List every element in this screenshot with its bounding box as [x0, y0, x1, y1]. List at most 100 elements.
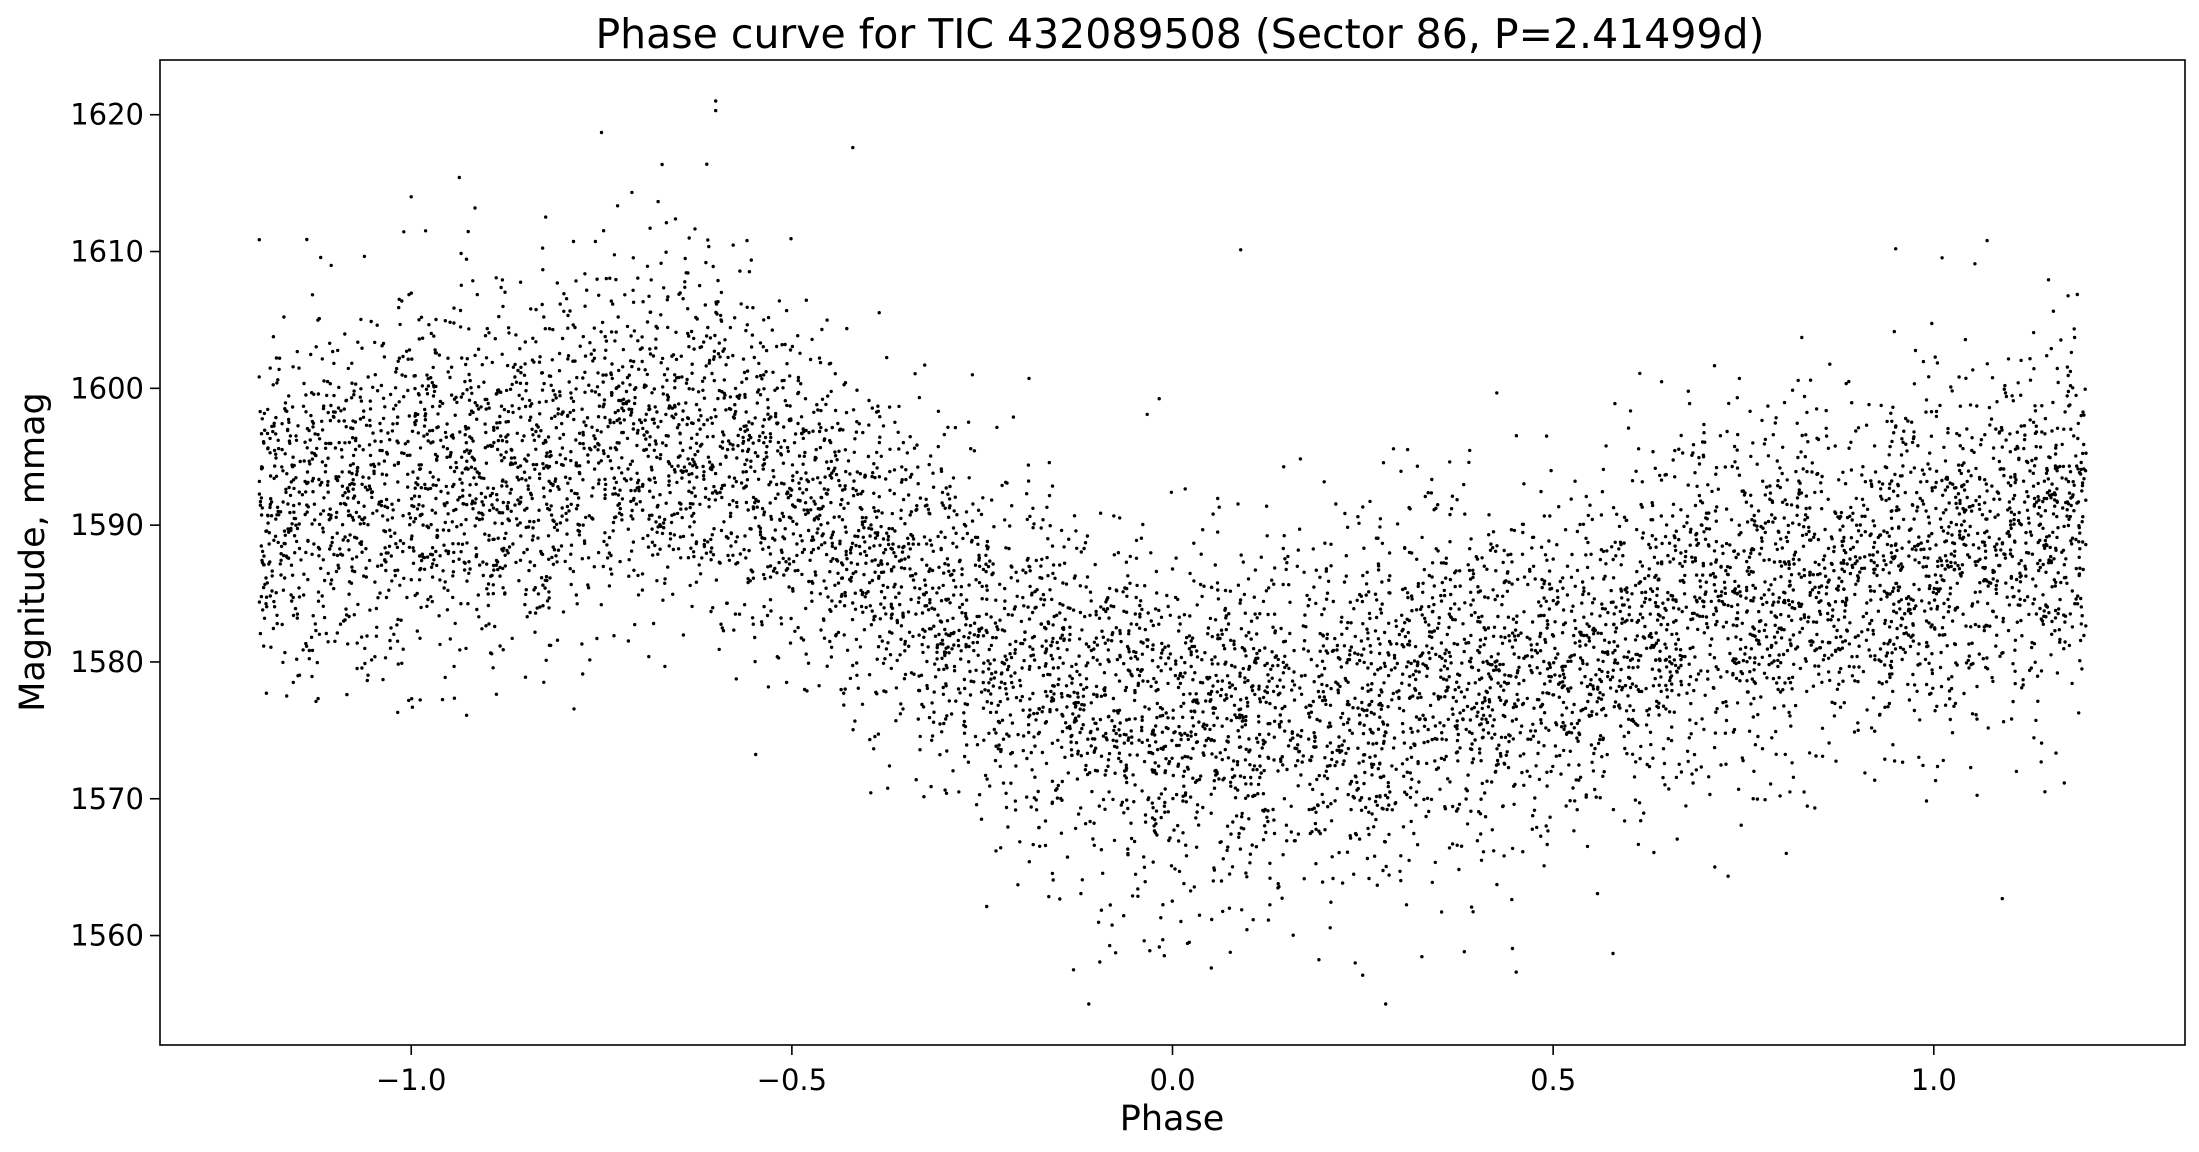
data-point	[1745, 679, 1749, 683]
data-point	[1211, 879, 1216, 883]
data-point	[1085, 751, 1090, 755]
data-point	[1687, 662, 1691, 666]
data-point	[867, 398, 871, 403]
data-point	[1569, 497, 1573, 501]
data-point	[1635, 527, 1639, 532]
data-point	[425, 432, 429, 436]
data-point	[1188, 614, 1192, 618]
data-point	[2065, 508, 2069, 512]
data-point	[1949, 385, 1953, 389]
data-point	[1969, 474, 1973, 478]
data-point	[1258, 700, 1263, 704]
data-point	[1341, 722, 1346, 726]
data-point	[1068, 694, 1072, 698]
data-point	[1495, 747, 1499, 751]
data-point	[1620, 621, 1624, 625]
data-point	[719, 528, 724, 533]
data-point	[1590, 601, 1595, 605]
data-point	[1044, 639, 1048, 643]
data-point	[1613, 540, 1617, 544]
data-point	[981, 634, 986, 638]
data-point	[2016, 603, 2020, 607]
data-point	[1823, 566, 1827, 570]
data-point	[1735, 611, 1740, 615]
data-point	[1861, 614, 1866, 619]
data-point	[1660, 541, 1664, 546]
data-point	[1285, 839, 1289, 843]
data-point	[1862, 566, 1867, 570]
data-point	[1397, 695, 1401, 700]
data-point	[1747, 729, 1752, 733]
data-point	[881, 661, 886, 665]
data-point	[1977, 502, 1981, 507]
data-point	[358, 417, 363, 421]
data-point	[1753, 743, 1758, 747]
data-point	[1450, 707, 1455, 711]
data-point	[260, 466, 265, 470]
data-point	[1584, 643, 1588, 647]
data-point	[488, 508, 492, 513]
data-point	[771, 536, 775, 540]
data-point	[984, 584, 989, 588]
data-point	[326, 490, 330, 494]
data-point	[825, 318, 829, 322]
data-point	[1331, 599, 1336, 604]
data-point	[1478, 644, 1482, 649]
data-point	[1786, 523, 1791, 528]
data-point	[601, 229, 606, 233]
data-point	[1911, 639, 1916, 643]
data-point	[1637, 801, 1642, 805]
data-point	[1927, 621, 1931, 625]
data-point	[272, 476, 276, 481]
data-point	[509, 461, 513, 465]
data-point	[1924, 799, 1929, 803]
data-point	[1876, 535, 1881, 540]
data-point	[745, 305, 749, 309]
data-point	[588, 658, 592, 662]
data-point	[1578, 644, 1582, 648]
data-point	[514, 517, 519, 521]
data-point	[1715, 619, 1719, 624]
data-point	[1559, 725, 1564, 729]
data-point	[413, 516, 418, 521]
data-point	[858, 552, 863, 556]
data-point	[1388, 790, 1392, 794]
data-point	[1211, 512, 1215, 516]
data-point	[1644, 686, 1648, 691]
data-point	[945, 749, 949, 753]
data-point	[1760, 539, 1764, 543]
data-point	[297, 366, 301, 370]
data-point	[1915, 509, 1919, 513]
data-point	[687, 345, 691, 349]
data-point	[1133, 872, 1138, 876]
data-point	[1957, 567, 1962, 571]
data-point	[1659, 514, 1664, 518]
data-point	[1112, 514, 1116, 518]
data-point	[1231, 820, 1235, 824]
data-point	[1811, 684, 1816, 688]
data-point	[835, 559, 840, 563]
data-point	[1178, 622, 1182, 626]
data-point	[1638, 580, 1643, 584]
data-point	[899, 624, 904, 628]
data-point	[663, 664, 667, 669]
data-point	[820, 397, 825, 401]
data-point	[338, 622, 343, 626]
data-point	[1227, 681, 1232, 685]
data-point	[937, 586, 941, 590]
data-point	[1828, 678, 1832, 683]
data-point	[864, 516, 868, 520]
data-point	[1217, 777, 1221, 781]
data-point	[283, 576, 287, 580]
data-point	[930, 734, 935, 738]
data-point	[1509, 674, 1513, 678]
data-point	[1725, 565, 1730, 569]
data-point	[1455, 642, 1460, 647]
data-point	[875, 466, 879, 470]
data-point	[1636, 665, 1640, 669]
data-point	[1502, 688, 1506, 692]
data-point	[317, 437, 322, 441]
data-point	[1254, 845, 1259, 849]
data-point	[901, 497, 906, 502]
data-point	[1890, 479, 1894, 483]
